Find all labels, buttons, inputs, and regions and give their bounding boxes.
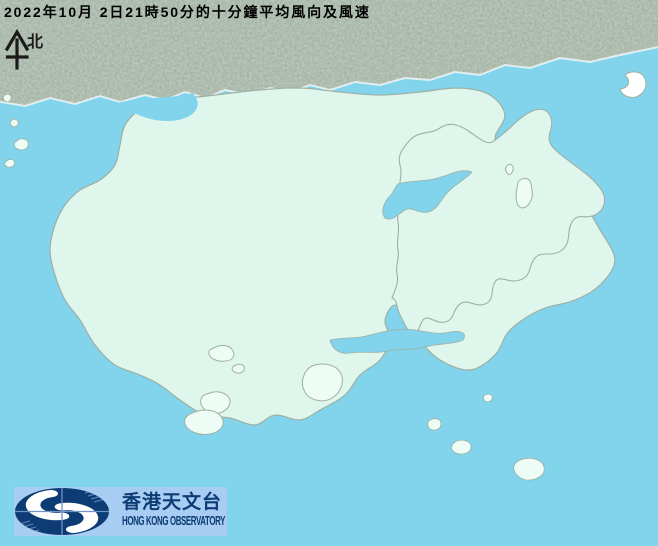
svg-text:香港天文台: 香港天文台 [121, 490, 222, 513]
svg-text:北: 北 [27, 33, 43, 51]
svg-text:HONG KONG OBSERVATORY: HONG KONG OBSERVATORY [122, 514, 226, 528]
